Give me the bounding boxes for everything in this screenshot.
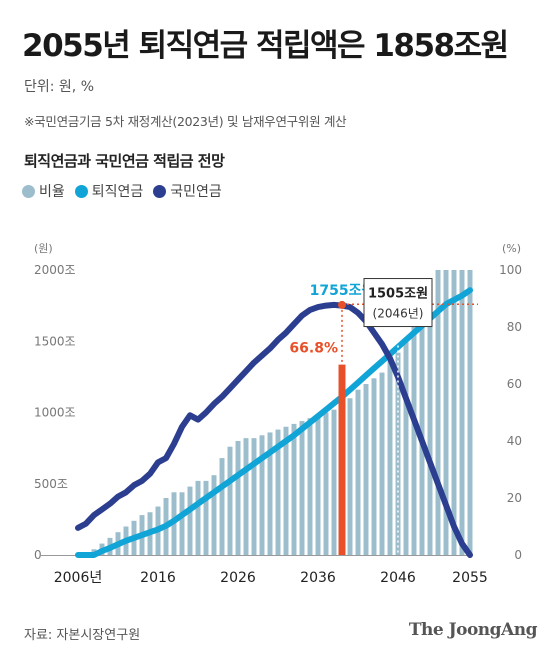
annotation-ratio-value: 66.8% [289,341,338,357]
bar-ratio [187,486,193,555]
bar-ratio [211,475,217,555]
line-national-pension [75,301,473,558]
bar-ratio [179,492,185,555]
source-credit: 자료: 자본시장연구원 [24,628,141,643]
y-left-tick-label: 1500조 [34,334,76,348]
legend-item-ratio: 비율 [22,181,65,201]
bar-ratio [459,270,465,555]
annotation-crossing-year: (2046년) [373,307,424,321]
y-left-tick-label: 500조 [34,477,68,491]
bar-ratio [259,435,265,555]
bar-highlight-2039 [338,364,346,555]
bar-ratio [363,384,369,555]
bar-ratio [395,352,401,555]
bar-ratio [347,398,353,555]
legend-swatch-ratio [22,184,35,198]
annotation-crossing-value: 1505조원 [368,287,428,302]
bar-ratio [219,458,225,555]
bar-ratio [307,418,313,555]
chart-title: 2055년 퇴직연금 적립액은 1858조원 [22,28,509,64]
bar-ratio [443,270,449,555]
legend-swatch-retirement [74,184,88,198]
y-right-tick-label: 80 [507,320,522,334]
bar-ratio [467,270,473,555]
bar-ratio [331,409,337,555]
legend-item-national: 국민연금 [153,181,222,201]
bar-ratio [451,270,457,555]
x-tick-label: 2046 [380,570,416,586]
bar-ratio [291,423,297,555]
bar-ratio [355,389,361,555]
annotation-peak-value: 1755조원 [310,283,375,299]
bar-ratio [275,429,281,555]
bar-ratio [283,426,289,555]
bar-ratio [427,292,433,555]
legend-label-ratio: 비율 [39,184,65,200]
bar-ratio [299,421,305,555]
bar-ratio [195,480,201,555]
y-right-tick-label: 20 [507,491,522,505]
bar-ratio [371,378,377,555]
bar-ratio [411,324,417,555]
chart-subtitle: 퇴직연금과 국민연금 적립금 전망 [24,152,225,170]
bar-ratio [203,480,209,555]
x-tick-label: 2036 [300,570,336,586]
bar-ratio [243,438,249,555]
legend-label-national: 국민연금 [170,184,222,200]
legend-swatch-national [153,184,167,198]
x-tick-label: 2055 [452,570,488,586]
x-tick-label: 2006년 [54,570,103,586]
line-retirement-pension [75,287,473,558]
peak-marker [338,300,346,309]
y-left-axis-label: (원) [34,242,53,255]
pension-chart: (원) 0 500조 1000조 1500조 2000조 (%) 0 20 40 60 80 100 17… [34,242,522,586]
bar-ratio [379,372,385,555]
bar-ratio [323,412,329,555]
annotation-box [363,278,433,328]
bar-ratio [435,270,441,555]
legend: 비율 퇴직연금 국민연금 [22,181,232,201]
source-note: ※국민연금기금 5차 재정계산(2023년) 및 남재우연구위원 계산 [24,114,347,129]
legend-label-retirement: 퇴직연금 [91,184,144,200]
bar-ratio [267,432,273,555]
bar-ratio [227,446,233,555]
bar-ratio [403,341,409,555]
x-tick-label: 2016 [140,570,176,586]
bar-ratio [235,441,241,555]
y-left-tick-label: 2000조 [34,263,76,277]
y-left-tick-label: 1000조 [34,406,76,420]
bar-ratio [251,438,257,555]
x-tick-label: 2026 [220,570,256,586]
y-right-axis-label: (%) [502,242,521,255]
y-right-tick-label: 60 [507,377,522,391]
legend-item-retirement: 퇴직연금 [74,181,144,201]
y-right-tick-label: 100 [499,263,522,277]
y-left-tick-label: 0 [34,548,42,562]
brand-logo: The JoongAng [408,620,538,640]
bar-ratio [315,415,321,555]
y-right-tick-label: 0 [514,548,522,562]
bar-ratio [387,361,393,555]
unit-label: 단위: 원, % [24,79,95,95]
y-right-tick-label: 40 [507,434,522,448]
